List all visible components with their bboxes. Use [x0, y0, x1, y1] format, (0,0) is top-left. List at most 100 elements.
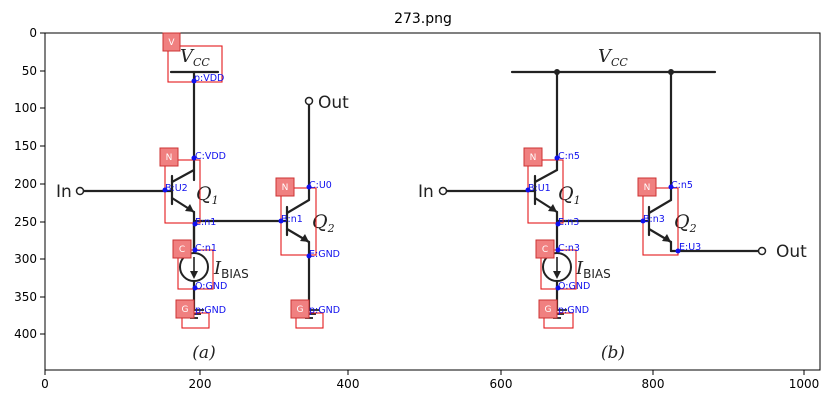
pin-label: p:GND — [558, 305, 589, 316]
pin-label: p:GND — [195, 305, 226, 316]
badge-label: V — [168, 38, 175, 48]
x-tick-label: 400 — [337, 377, 360, 391]
x-tick-label: 0 — [41, 377, 49, 391]
vcc-label-b: VCC — [598, 46, 628, 69]
annotation-overlay-b: N N C G C:n5 B:U1 E:n3 C:n5 B:n3 E:U3 C:… — [523, 147, 701, 329]
pin-label: B:n3 — [643, 214, 665, 225]
pin-dot — [192, 285, 198, 291]
pin-dot — [191, 155, 197, 161]
output-terminal-b — [757, 246, 767, 256]
y-tick-label: 150 — [14, 139, 37, 153]
pin-dot — [640, 218, 646, 224]
x-tick-label: 800 — [642, 377, 665, 391]
badge-label: N — [282, 183, 289, 193]
y-tick-label: 300 — [14, 252, 37, 266]
bbox-gnd-b — [543, 312, 574, 329]
input-label-b: In — [418, 182, 434, 202]
badge-label: N — [166, 153, 173, 163]
badge-label: N — [530, 153, 537, 163]
x-tick-label: 200 — [189, 377, 212, 391]
badge-label: G — [545, 305, 552, 315]
badge-label: G — [182, 305, 189, 315]
caption-a: (a) — [192, 343, 215, 363]
pin-dot — [192, 221, 198, 227]
pin-dot — [306, 184, 312, 190]
pin-label: B:U1 — [528, 183, 551, 194]
pin-dot — [278, 218, 284, 224]
badge-label: C — [542, 245, 548, 255]
plot-frame — [44, 32, 821, 371]
badge-q2-a — [275, 177, 295, 197]
transistor-q2-b — [647, 198, 673, 244]
circuit-a: VCC In Q1 IBIAS — [56, 32, 349, 363]
pin-dot — [162, 187, 168, 193]
badge-label: C — [179, 245, 185, 255]
pin-dot — [554, 155, 560, 161]
y-tick-label: 350 — [14, 290, 37, 304]
pin-label: C:VDD — [195, 151, 226, 162]
badge-gnd-a2 — [290, 299, 310, 319]
y-tick-label: 200 — [14, 177, 37, 191]
pin-label: p:VDD — [194, 73, 224, 84]
pin-label: E:n1 — [195, 217, 216, 228]
badge-gnd-a1 — [175, 299, 195, 319]
badge-ibias-a — [172, 239, 192, 259]
badge-vcc-a — [162, 32, 181, 52]
pin-dot — [525, 187, 531, 193]
pin-dot — [555, 247, 561, 253]
annotation-overlay-a: V N N C G G p:VDD C:VDD B:U2 E:n1 — [159, 32, 340, 329]
bbox-gnd-a1 — [181, 312, 210, 329]
pin-label: p:GND — [309, 305, 340, 316]
input-terminal-a — [75, 186, 85, 196]
pin-label: E:U3 — [679, 242, 701, 253]
caption-b: (b) — [601, 343, 625, 363]
badge-label: G — [297, 305, 304, 315]
badge-q1-b — [523, 147, 543, 167]
pin-dot — [191, 78, 197, 84]
pin-label: O:GND — [558, 281, 590, 292]
transistor-q2-a — [285, 198, 311, 244]
pin-label: B:U2 — [165, 183, 188, 194]
pin-label: C:n1 — [195, 243, 217, 254]
pin-label: O:GND — [195, 281, 227, 292]
pin-label: C:U0 — [309, 180, 332, 191]
badge-label: N — [644, 183, 651, 193]
badge-ibias-b — [535, 239, 555, 259]
pin-dot — [192, 247, 198, 253]
badge-q1-a — [159, 147, 179, 167]
badge-q2-b — [637, 177, 657, 197]
pin-label: E:GND — [309, 249, 340, 260]
pin-label: B:n1 — [281, 214, 303, 225]
pin-label: E:n3 — [558, 217, 579, 228]
ibias-label-a: IBIAS — [213, 258, 249, 281]
pin-label: C:n5 — [558, 151, 580, 162]
pin-dot — [555, 221, 561, 227]
pin-dot — [675, 248, 681, 254]
pin-dot — [668, 184, 674, 190]
y-tick-label: 100 — [14, 101, 37, 115]
y-axis: 0 50 100 150 200 250 300 350 400 — [14, 26, 45, 341]
input-label-a: In — [56, 182, 72, 202]
y-tick-label: 50 — [22, 64, 37, 78]
pin-label: C:n3 — [558, 243, 580, 254]
pin-label: C:n5 — [671, 180, 693, 191]
input-terminal-b — [438, 186, 448, 196]
output-label-a: Out — [318, 93, 349, 113]
badge-gnd-b — [538, 299, 558, 319]
q1-label-b: Q1 — [558, 183, 581, 207]
y-tick-label: 400 — [14, 327, 37, 341]
x-axis: 0 200 400 600 800 1000 — [41, 370, 819, 391]
y-tick-label: 250 — [14, 215, 37, 229]
ibias-label-b: IBIAS — [575, 258, 611, 281]
x-tick-label: 600 — [490, 377, 513, 391]
pin-dot — [555, 285, 561, 291]
output-terminal-a — [304, 96, 314, 106]
axes: 0 200 400 600 800 1000 0 50 100 150 200 … — [14, 26, 821, 391]
circuit-b: VCC In Q1 IBIAS — [418, 46, 807, 363]
figure-title: 273.png — [394, 11, 452, 27]
output-label-b: Out — [776, 242, 807, 262]
vcc-label-a: VCC — [180, 46, 210, 69]
x-tick-label: 1000 — [789, 377, 820, 391]
pin-dot — [306, 253, 312, 259]
